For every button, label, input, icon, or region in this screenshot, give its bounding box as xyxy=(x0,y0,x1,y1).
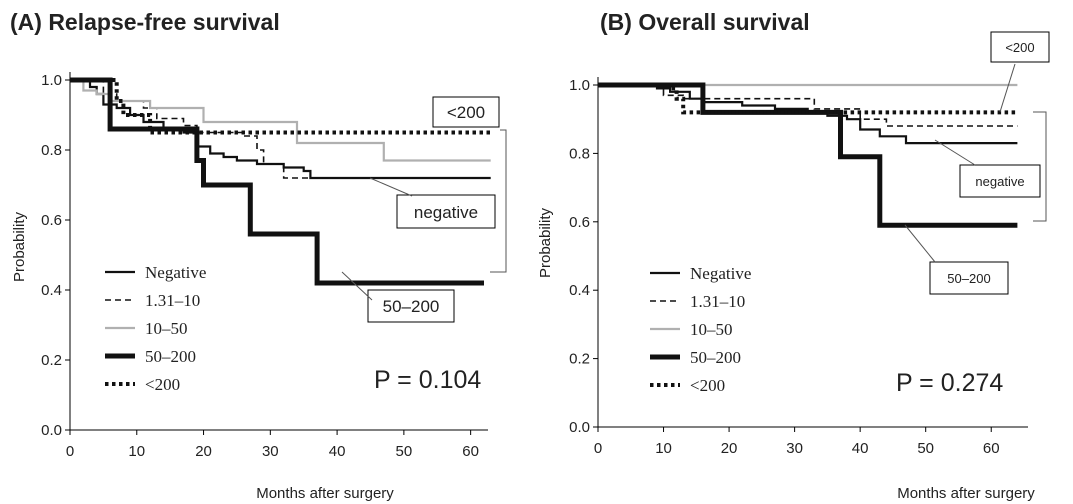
panel-a-p-value: P = 0.104 xyxy=(374,366,481,394)
callout-50-200-b: 50–200 xyxy=(947,271,990,286)
y-tick-label: 0.4 xyxy=(41,282,62,299)
legend-label: 50–200 xyxy=(145,347,196,366)
panel-b-callouts: <200 negative 50–200 xyxy=(904,31,1050,295)
y-tick-label: 0.4 xyxy=(569,282,590,299)
x-tick-label: 20 xyxy=(195,443,212,460)
x-tick-label: 30 xyxy=(262,443,279,460)
legend-label: 10–50 xyxy=(690,320,733,339)
bracket-a xyxy=(490,129,507,273)
series-line-4 xyxy=(70,77,484,286)
legend-label: 1.31–10 xyxy=(690,292,745,311)
x-tick-label: 40 xyxy=(852,440,869,457)
y-tick-label: 0.0 xyxy=(569,419,590,436)
y-tick-label: 0.8 xyxy=(41,142,62,159)
panel-b-xlabel: Months after surgery xyxy=(897,485,1035,502)
x-tick-label: 50 xyxy=(917,440,934,457)
legend-label: Negative xyxy=(145,263,206,282)
callout-negative-a: negative xyxy=(414,203,478,222)
callout-negative-b: negative xyxy=(975,174,1024,189)
bracket-b xyxy=(1033,111,1047,222)
series-line-4 xyxy=(598,82,1018,228)
leader-negative-b xyxy=(934,139,976,166)
panel-a-xlabel: Months after surgery xyxy=(256,485,394,502)
panel-a-legend: Negative 1.31–10 10–50 50–200 <200 xyxy=(105,263,206,394)
panel-b-p-value: P = 0.274 xyxy=(896,369,1003,397)
legend-label: <200 xyxy=(690,376,725,395)
legend-label: <200 xyxy=(145,375,180,394)
y-tick-label: 0.2 xyxy=(569,351,590,368)
callout-box-negative-a xyxy=(396,194,496,229)
legend-label: 1.31–10 xyxy=(145,291,200,310)
callout-box-negative-b xyxy=(959,164,1041,198)
x-tick-label: 60 xyxy=(462,443,479,460)
panel-b-axes: 0.0 0.2 0.4 0.6 0.8 1.0 0 10 20 30 40 50 60 xyxy=(569,77,1028,457)
leader-lt200-b xyxy=(999,63,1016,113)
panel-a-ylabel: Probability xyxy=(11,211,28,282)
y-tick-label: 0.8 xyxy=(569,145,590,162)
series-line-1 xyxy=(70,78,491,180)
callout-box-50-200-b xyxy=(929,261,1009,295)
panel-a-callouts: <200 negative 50–200 xyxy=(341,96,507,323)
callout-50-200-a: 50–200 xyxy=(383,297,440,316)
y-tick-label: 1.0 xyxy=(569,77,590,94)
callout-box-lt200-a xyxy=(432,96,500,128)
series-line-2 xyxy=(598,84,1018,127)
y-tick-label: 0.6 xyxy=(569,214,590,231)
panel-b-legend: Negative 1.31–10 10–50 50–200 <200 xyxy=(650,264,751,395)
y-tick-label: 0.2 xyxy=(41,352,62,369)
legend-label: 50–200 xyxy=(690,348,741,367)
y-tick-label: 1.0 xyxy=(41,72,62,89)
panel-b-ylabel: Probability xyxy=(537,207,554,278)
panel-a-series xyxy=(70,77,491,286)
callout-lt200-b: <200 xyxy=(1005,40,1034,55)
series-line-3 xyxy=(70,78,491,162)
series-line-5 xyxy=(70,78,491,135)
y-tick-label: 0.0 xyxy=(41,422,62,439)
x-tick-label: 40 xyxy=(329,443,346,460)
series-line-1 xyxy=(598,83,1018,145)
leader-50-200-b xyxy=(904,224,936,263)
callout-box-lt200-b xyxy=(990,31,1050,63)
panel-b-series xyxy=(598,82,1018,228)
y-tick-label: 0.6 xyxy=(41,212,62,229)
legend-label: 10–50 xyxy=(145,319,188,338)
x-tick-label: 10 xyxy=(655,440,672,457)
leader-50-200-a xyxy=(341,271,373,301)
series-line-5 xyxy=(598,83,1018,115)
x-tick-label: 0 xyxy=(66,443,74,460)
panel-b-title: (B) Overall survival xyxy=(600,9,810,35)
panel-a: (A) Relapse-free survival Probability Mo… xyxy=(10,9,507,502)
panel-a-title: (A) Relapse-free survival xyxy=(10,9,280,35)
x-tick-label: 20 xyxy=(721,440,738,457)
x-tick-label: 10 xyxy=(128,443,145,460)
callout-box-50-200-a xyxy=(367,289,455,323)
x-tick-label: 0 xyxy=(594,440,602,457)
x-tick-label: 50 xyxy=(396,443,413,460)
panel-a-axes: 0.0 0.2 0.4 0.6 0.8 1.0 0 10 20 30 40 50 60 xyxy=(41,72,488,460)
legend-label: Negative xyxy=(690,264,751,283)
x-tick-label: 60 xyxy=(983,440,1000,457)
leader-negative-a xyxy=(369,177,413,197)
panel-b: (B) Overall survival Probability Months … xyxy=(537,9,1050,502)
callout-lt200-a: <200 xyxy=(447,103,485,122)
x-tick-label: 30 xyxy=(786,440,803,457)
